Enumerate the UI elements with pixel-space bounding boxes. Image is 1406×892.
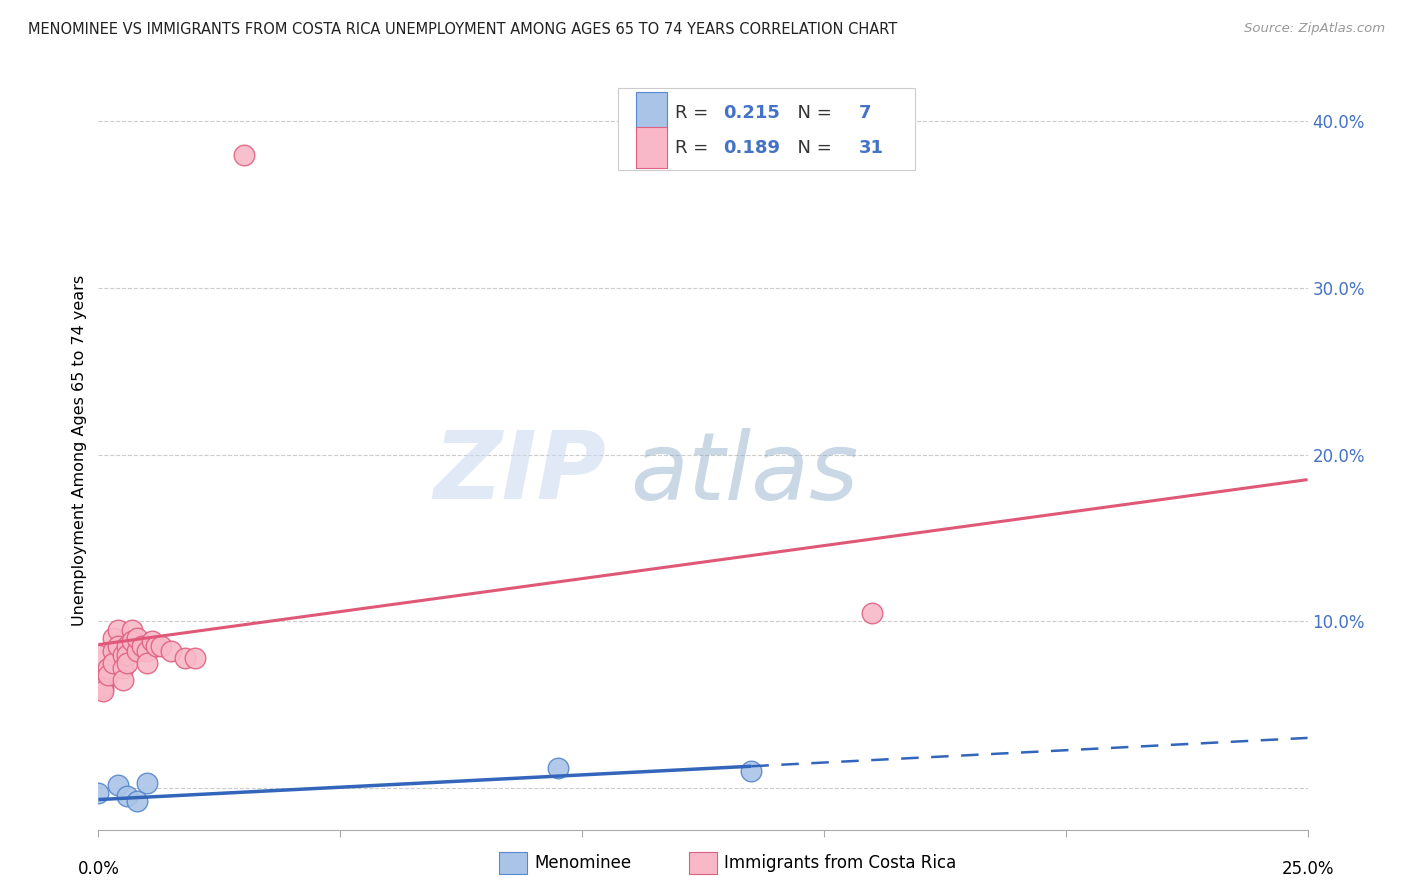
Y-axis label: Unemployment Among Ages 65 to 74 years: Unemployment Among Ages 65 to 74 years <box>72 275 87 626</box>
Point <box>150 640 173 654</box>
Text: N =: N = <box>786 138 838 157</box>
Point <box>107 778 129 792</box>
Point <box>117 640 139 654</box>
Point <box>127 644 149 658</box>
Text: Source: ZipAtlas.com: Source: ZipAtlas.com <box>1244 22 1385 36</box>
Point <box>127 631 149 645</box>
Point <box>111 673 134 687</box>
Point <box>97 667 120 681</box>
Point <box>232 147 254 161</box>
Text: Menominee: Menominee <box>534 855 631 872</box>
FancyBboxPatch shape <box>637 92 666 134</box>
Text: ZIP: ZIP <box>433 427 606 519</box>
Point <box>145 640 167 654</box>
Text: Immigrants from Costa Rica: Immigrants from Costa Rica <box>724 855 956 872</box>
Point <box>135 656 157 670</box>
Text: MENOMINEE VS IMMIGRANTS FROM COSTA RICA UNEMPLOYMENT AMONG AGES 65 TO 74 YEARS C: MENOMINEE VS IMMIGRANTS FROM COSTA RICA … <box>28 22 897 37</box>
Point <box>117 789 139 804</box>
Point <box>111 661 134 675</box>
Point <box>91 681 114 695</box>
Point <box>101 631 124 645</box>
Point <box>141 634 163 648</box>
Text: R =: R = <box>675 138 714 157</box>
Point <box>184 651 207 665</box>
Text: 7: 7 <box>859 103 872 121</box>
Point <box>135 644 157 658</box>
Text: 0.215: 0.215 <box>724 103 780 121</box>
Point <box>111 648 134 662</box>
Point <box>87 786 110 800</box>
Point <box>101 656 124 670</box>
Point <box>87 648 110 662</box>
FancyBboxPatch shape <box>619 88 915 170</box>
Text: R =: R = <box>675 103 714 121</box>
FancyBboxPatch shape <box>637 127 666 169</box>
Text: 31: 31 <box>859 138 884 157</box>
Point <box>97 661 120 675</box>
Text: 25.0%: 25.0% <box>1281 860 1334 878</box>
Text: 0.189: 0.189 <box>724 138 780 157</box>
Point <box>101 644 124 658</box>
Point <box>860 606 883 620</box>
Point <box>121 623 143 637</box>
Text: atlas: atlas <box>630 427 859 519</box>
Point <box>121 634 143 648</box>
Point <box>87 673 110 687</box>
Point <box>117 656 139 670</box>
Text: N =: N = <box>786 103 838 121</box>
Point <box>135 776 157 790</box>
Point <box>107 640 129 654</box>
Point <box>131 640 153 654</box>
Point <box>174 651 197 665</box>
Point <box>107 623 129 637</box>
Point <box>740 764 762 779</box>
Point <box>160 644 183 658</box>
Point <box>91 684 114 698</box>
Text: 0.0%: 0.0% <box>77 860 120 878</box>
Point <box>127 794 149 808</box>
Point <box>117 648 139 662</box>
Point <box>547 761 569 775</box>
